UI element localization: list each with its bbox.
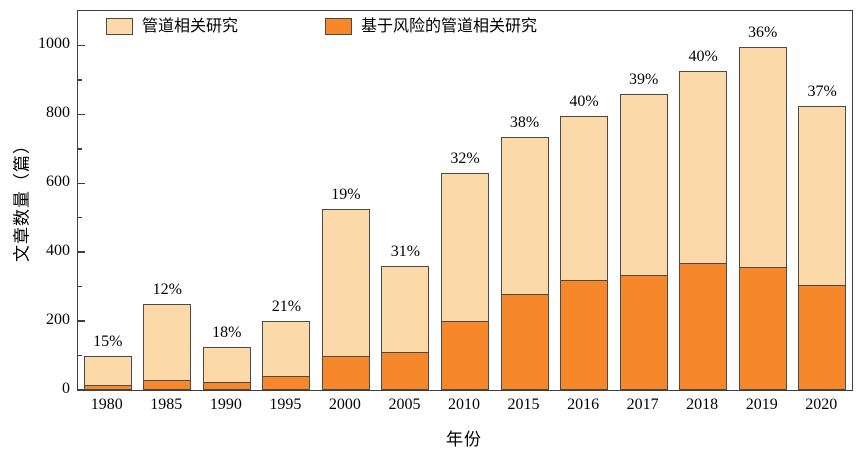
y-minor-tick xyxy=(78,148,82,150)
bar-group-2017 xyxy=(619,93,668,390)
y-tick-label: 200 xyxy=(46,311,70,329)
legend-swatch-1 xyxy=(106,18,133,35)
bar-group-2010 xyxy=(441,172,489,390)
bar-segment-risk-1985 xyxy=(143,379,192,390)
bar-segment-risk-2015 xyxy=(500,294,549,390)
x-tick-label-1995: 1995 xyxy=(269,396,302,413)
x-tick-label-2019: 2019 xyxy=(745,396,778,413)
x-tick-label-2016: 2016 xyxy=(567,396,600,413)
percent-label-2020: 37% xyxy=(807,82,837,100)
y-tick-label: 0 xyxy=(62,380,70,397)
bar-segment-risk-2005 xyxy=(381,352,430,390)
y-major-tick xyxy=(78,320,85,322)
y-tick-label: 400 xyxy=(46,242,70,260)
bar-segment-risk-2016 xyxy=(560,280,609,390)
bar-group-2016 xyxy=(560,116,609,390)
y-minor-tick xyxy=(78,285,82,288)
percent-label-1985: 12% xyxy=(152,280,182,298)
x-axis-title: 年份 xyxy=(446,430,482,449)
bar-group-1980 xyxy=(83,355,132,390)
bar-segment-risk-2018 xyxy=(679,262,728,390)
x-tick-label-2000: 2000 xyxy=(328,396,361,413)
percent-label-2005: 31% xyxy=(390,242,421,260)
bar-segment-risk-2010 xyxy=(441,321,489,390)
y-tick-label: 1000 xyxy=(38,35,70,53)
bar-segment-risk-1990 xyxy=(202,382,251,390)
x-tick-label-1980: 1980 xyxy=(90,396,123,413)
percent-label-2018: 40% xyxy=(688,48,718,66)
x-tick-label-2015: 2015 xyxy=(507,396,540,413)
y-major-tick xyxy=(78,182,85,184)
y-tick-label: 600 xyxy=(46,173,70,191)
y-minor-tick xyxy=(78,217,82,219)
bar-segment-risk-2000 xyxy=(321,355,370,390)
bar-group-2005 xyxy=(381,265,430,390)
bar-segment-risk-2019 xyxy=(738,266,787,390)
legend-swatch-2 xyxy=(325,18,352,35)
percent-label-2017: 39% xyxy=(628,70,659,88)
legend-label-1: 管道相关研究 xyxy=(142,18,239,35)
percent-label-2019: 36% xyxy=(748,24,778,42)
y-major-tick xyxy=(78,251,85,253)
y-tick-label: 800 xyxy=(46,104,70,122)
y-major-tick xyxy=(78,389,85,391)
percent-label-2016: 40% xyxy=(569,93,599,111)
x-tick-label-2020: 2020 xyxy=(805,396,838,413)
x-tick-label-2017: 2017 xyxy=(626,396,659,413)
x-tick-label-2010: 2010 xyxy=(447,396,480,413)
x-tick-label-2018: 2018 xyxy=(686,396,719,413)
bar-group-2000 xyxy=(321,209,370,390)
bar-segment-risk-1980 xyxy=(83,384,132,390)
y-major-tick xyxy=(78,113,85,116)
bar-group-2020 xyxy=(798,105,847,390)
percent-label-2000: 19% xyxy=(331,186,361,204)
y-minor-tick xyxy=(78,79,82,81)
legend-label-2: 基于风险的管道相关研究 xyxy=(361,18,538,35)
x-tick-label-2005: 2005 xyxy=(388,396,421,413)
percent-label-2010: 32% xyxy=(450,149,480,167)
bar-group-2018 xyxy=(679,71,728,390)
legend-entry-1: 管道相关研究 xyxy=(106,17,238,36)
bar-segment-risk-2020 xyxy=(798,284,847,390)
plot-area: 管道相关研究 基于风险的管道相关研究 15% 12% 18% 21% 19% 31% 32% 3… xyxy=(77,10,853,391)
bar-group-2015 xyxy=(500,136,549,390)
bar-group-1995 xyxy=(262,321,311,390)
y-minor-tick xyxy=(78,354,82,357)
percent-label-1990: 18% xyxy=(212,323,242,341)
bar-segment-risk-1995 xyxy=(262,375,311,390)
x-tick-label-1990: 1990 xyxy=(209,396,242,413)
x-tick-label-1985: 1985 xyxy=(150,396,183,413)
percent-label-1995: 21% xyxy=(271,298,302,316)
percent-label-2015: 38% xyxy=(509,113,540,131)
legend-entry-2: 基于风险的管道相关研究 xyxy=(325,17,537,36)
bar-group-2019 xyxy=(738,47,787,390)
bar-group-1990 xyxy=(202,346,251,390)
percent-label-1980: 15% xyxy=(93,332,123,350)
bar-segment-risk-2017 xyxy=(619,274,668,390)
bar-group-1985 xyxy=(143,303,192,390)
legend: 管道相关研究 基于风险的管道相关研究 xyxy=(78,17,852,39)
y-major-tick xyxy=(78,44,85,47)
